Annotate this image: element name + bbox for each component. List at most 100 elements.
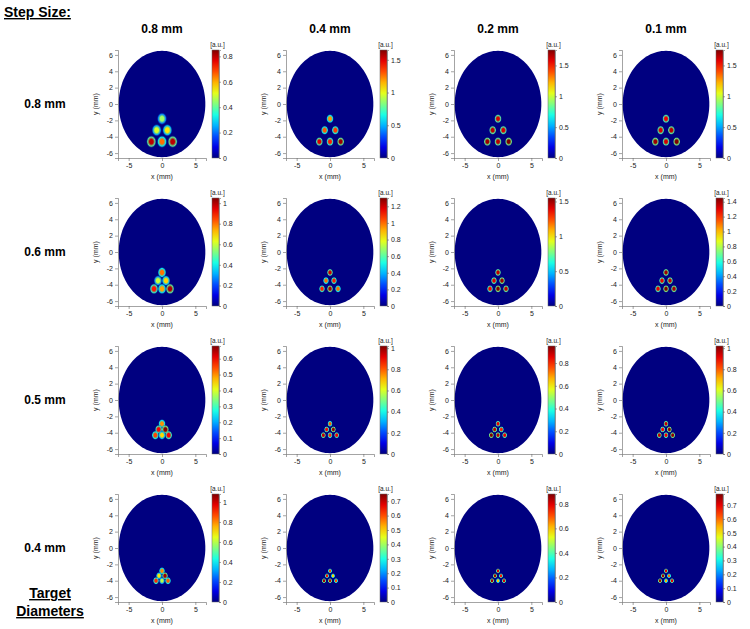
y-axis-tick-mark bbox=[619, 285, 622, 286]
x-axis-tick-label: 0 bbox=[329, 458, 333, 465]
y-axis-tick-label: 4 bbox=[109, 512, 113, 519]
x-axis-line bbox=[287, 603, 375, 606]
colorbar-axis-tick-mark bbox=[387, 602, 389, 603]
y-axis: -6-4-20246 bbox=[443, 199, 455, 307]
x-axis-line bbox=[119, 159, 207, 162]
y-axis-tick: 2 bbox=[445, 232, 454, 239]
spot bbox=[157, 135, 168, 148]
colorbar-axis-tick-mark bbox=[387, 544, 389, 545]
colorbar-axis-tick: 0.8 bbox=[219, 519, 233, 526]
colorbar-axis-tick-mark bbox=[387, 125, 389, 126]
colorbar-axis: 00.20.40.60.8 bbox=[555, 347, 569, 458]
colorbar-axis-tick: 0 bbox=[219, 599, 227, 606]
y-axis-tick-label: -2 bbox=[611, 117, 617, 124]
y-axis: -6-4-20246 bbox=[611, 495, 623, 603]
y-axis-tick-mark bbox=[115, 252, 118, 253]
colorbar-axis-tick: 0.2 bbox=[723, 571, 737, 578]
colorbar bbox=[212, 494, 219, 602]
x-axis: -505 bbox=[455, 602, 543, 613]
y-axis-tick-label: 0 bbox=[613, 249, 617, 256]
y-axis-tick-label: -4 bbox=[107, 577, 113, 584]
x-axis-tick: 0 bbox=[161, 158, 165, 169]
y-axis: -6-4-20246 bbox=[611, 51, 623, 159]
y-axis-tick-label: 0 bbox=[613, 101, 617, 108]
colorbar-axis-tick-mark bbox=[387, 273, 389, 274]
y-axis-tick-label: -2 bbox=[443, 117, 449, 124]
colorbar-axis-tick-mark bbox=[219, 306, 221, 307]
colorbar-axis-tick-mark bbox=[219, 438, 221, 439]
colorbar-axis-tick-mark bbox=[555, 454, 557, 455]
y-axis-line bbox=[619, 199, 623, 307]
x-axis-tick: -5 bbox=[462, 306, 468, 317]
y-axis-tick: -2 bbox=[611, 265, 622, 272]
colorbar bbox=[548, 50, 555, 158]
y-axis-tick-label: -4 bbox=[611, 577, 617, 584]
colorbar-axis-tick-mark bbox=[723, 232, 725, 233]
y-axis-tick-mark bbox=[283, 153, 286, 154]
spot bbox=[326, 114, 334, 124]
y-axis-title: y (mm) bbox=[260, 241, 268, 263]
y-axis-tick-mark bbox=[451, 55, 454, 56]
y-axis-tick-label: -6 bbox=[611, 446, 617, 453]
y-axis-tick-label: 4 bbox=[277, 216, 281, 223]
colorbar-axis-tick-label: 0 bbox=[223, 303, 227, 310]
y-axis-title: y (mm) bbox=[596, 241, 604, 263]
colorbar-axis-tick: 0.2 bbox=[219, 419, 233, 426]
y-axis-tick-mark bbox=[619, 268, 622, 269]
y-axis: -6-4-20246 bbox=[611, 347, 623, 455]
spot bbox=[319, 285, 326, 293]
x-axis-tick-mark bbox=[666, 454, 667, 457]
y-axis-tick-label: -4 bbox=[443, 429, 449, 436]
y-axis-tick-label: -4 bbox=[275, 133, 281, 140]
x-axis: -505 bbox=[455, 454, 543, 465]
colorbar-axis-tick: 0.4 bbox=[219, 262, 233, 269]
spot bbox=[496, 568, 501, 574]
colorbar-axis-tick-label: 0 bbox=[559, 303, 563, 310]
field bbox=[623, 495, 710, 601]
panel: -505-6-4-20246x (mm)y (mm)00.20.40.60.81… bbox=[260, 337, 401, 477]
colorbar-label: [a.u.] bbox=[210, 485, 225, 493]
spot bbox=[157, 283, 166, 294]
x-axis-tick-label: 5 bbox=[362, 162, 366, 169]
x-axis-tick-mark bbox=[363, 306, 364, 309]
y-axis-tick: 2 bbox=[109, 84, 118, 91]
x-axis-tick-mark bbox=[633, 602, 634, 605]
y-axis-tick-label: -4 bbox=[275, 281, 281, 288]
spot bbox=[489, 125, 497, 135]
x-axis-line bbox=[455, 455, 543, 458]
y-axis-tick-mark bbox=[283, 285, 286, 286]
colorbar-axis-tick: 0 bbox=[555, 599, 563, 606]
y-axis-tick: 4 bbox=[277, 68, 286, 75]
colorbar-axis-tick: 1.5 bbox=[555, 198, 569, 205]
x-axis-tick-mark bbox=[666, 602, 667, 605]
x-axis-tick-mark bbox=[330, 158, 331, 161]
x-axis-tick: -5 bbox=[126, 158, 132, 169]
x-axis-tick: 0 bbox=[665, 454, 669, 465]
colorbar bbox=[212, 50, 219, 158]
x-axis-title: x (mm) bbox=[655, 469, 677, 477]
colorbar-axis-tick-label: 1 bbox=[559, 233, 563, 240]
spot bbox=[331, 125, 339, 135]
colorbar-axis-tick-mark bbox=[219, 244, 221, 245]
y-axis-tick-mark bbox=[619, 55, 622, 56]
colorbar-axis-tick-mark bbox=[219, 285, 221, 286]
colorbar-axis-tick-label: 1.2 bbox=[727, 213, 737, 220]
y-axis-tick: -4 bbox=[275, 133, 286, 140]
x-axis-tick: 5 bbox=[698, 306, 702, 317]
field bbox=[119, 51, 206, 157]
x-axis-tick-label: 0 bbox=[161, 458, 165, 465]
colorbar-axis-tick-mark bbox=[387, 306, 389, 307]
colorbar-axis-tick-mark bbox=[723, 202, 725, 203]
colorbar-label: [a.u.] bbox=[378, 337, 393, 345]
colorbar-axis-tick-mark bbox=[723, 306, 725, 307]
y-axis-tick-mark bbox=[283, 515, 286, 516]
colorbar-axis-tick: 0.4 bbox=[555, 405, 569, 412]
y-axis-tick: 0 bbox=[109, 249, 118, 256]
y-axis-tick: 4 bbox=[613, 512, 622, 519]
x-axis-title: x (mm) bbox=[487, 617, 509, 625]
x-axis-tick: 5 bbox=[530, 306, 534, 317]
column-header: 0.1 mm bbox=[645, 22, 686, 36]
y-axis-tick: 6 bbox=[613, 200, 622, 207]
y-axis-tick-label: 2 bbox=[445, 232, 449, 239]
row-title: Diameters bbox=[16, 603, 84, 619]
